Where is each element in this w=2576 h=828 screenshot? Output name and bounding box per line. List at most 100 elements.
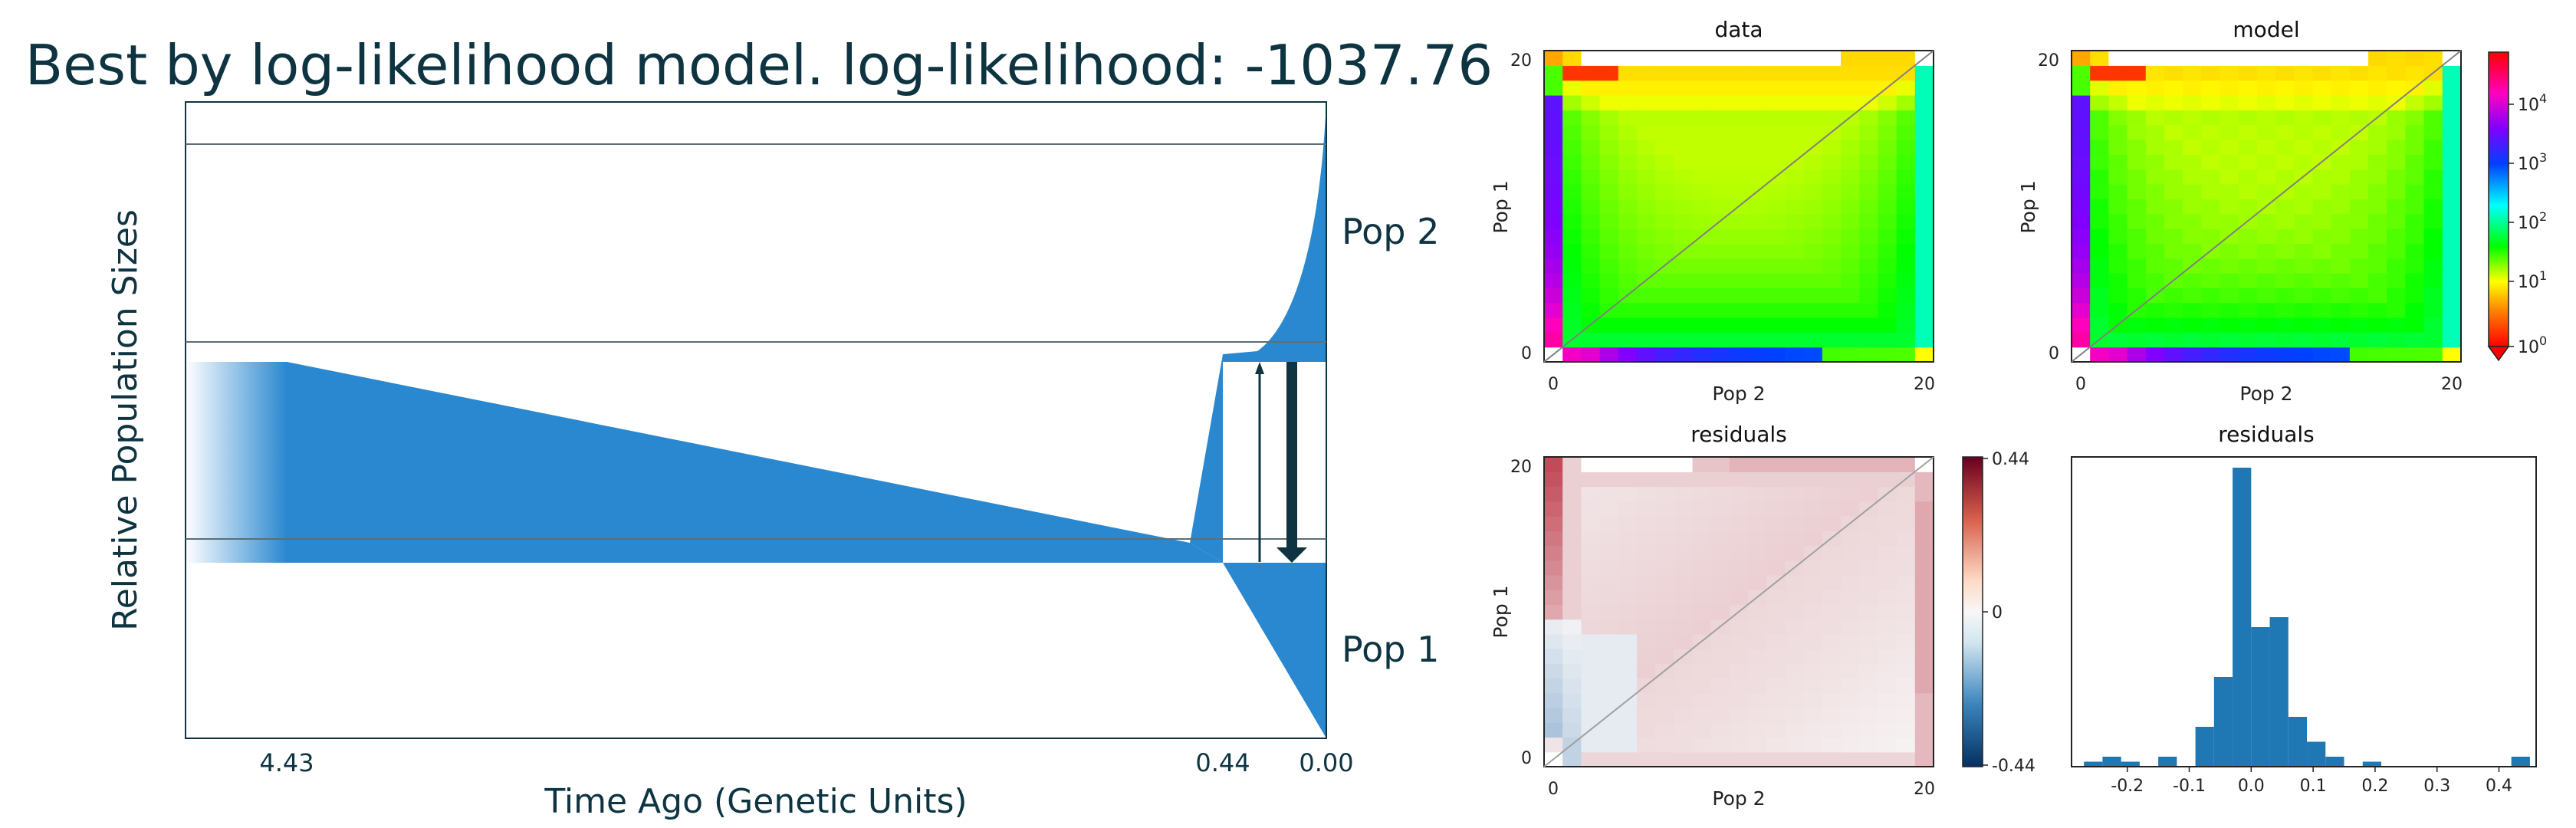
- heatmap-cell: [1785, 708, 1805, 723]
- heatmap-cell: [2275, 228, 2295, 244]
- heatmap-cell: [2312, 51, 2332, 66]
- heatmap-cell: [2275, 317, 2295, 333]
- heatmap-cell: [2090, 317, 2109, 333]
- heatmap-cell: [2183, 140, 2202, 155]
- heatmap-cell: [2387, 169, 2407, 185]
- pop1-label: Pop 1: [1342, 629, 1439, 670]
- heatmap-cell: [1785, 51, 1805, 66]
- heatmap-cell: [2108, 51, 2128, 66]
- heatmap-cell: [1766, 501, 1786, 517]
- heatmap-cell: [2312, 124, 2332, 140]
- heatmap-cell: [1618, 472, 1638, 488]
- data-heatmap-xtick-20: 20: [1914, 375, 1935, 394]
- heatmap-cell: [2423, 332, 2443, 348]
- heatmap-cell: [1748, 288, 1767, 304]
- heatmap-cell: [1748, 124, 1767, 140]
- heatmap-cell: [1822, 140, 1842, 155]
- heatmap-cell: [1544, 545, 1563, 561]
- model-heatmap-frame: [2071, 50, 2462, 363]
- heatmap-cell: [1803, 501, 1823, 517]
- heatmap-cell: [1710, 604, 1730, 620]
- heatmap-cell: [2238, 51, 2258, 66]
- heatmap-cell: [1878, 501, 1898, 517]
- heatmap-cell: [1748, 574, 1767, 590]
- heatmap-cell: [2220, 317, 2239, 333]
- heatmap-cell: [1859, 692, 1879, 708]
- heatmap-cell: [1803, 95, 1823, 110]
- heatmap-cell: [2090, 154, 2109, 170]
- heatmap-cell: [2072, 332, 2091, 348]
- heatmap-cell: [1655, 515, 1674, 531]
- heatmap-cell: [1803, 722, 1823, 738]
- heatmap-cell: [1822, 199, 1842, 215]
- heatmap-cell: [1785, 273, 1805, 288]
- heatmap-cell: [2108, 213, 2128, 229]
- heatmap-cell: [1581, 228, 1601, 244]
- histogram-tick-label: -0.2: [2111, 777, 2144, 796]
- heatmap-cell: [1803, 560, 1823, 576]
- heatmap-cell: [2405, 184, 2425, 199]
- model-heatmap-panel: model 0 20 0 20 Pop 2 Pop 1 104 103 102 …: [2017, 17, 2547, 405]
- heatmap-cell: [2275, 65, 2295, 81]
- heatmap-cell: [2220, 80, 2239, 96]
- heatmap-cell: [1692, 65, 1712, 81]
- heatmap-cell: [1859, 347, 1879, 363]
- heatmap-cell: [1914, 692, 1934, 708]
- heatmap-cell: [1581, 169, 1601, 185]
- heatmap-cell: [1841, 633, 1860, 649]
- heatmap-cell: [1636, 457, 1656, 472]
- heatmap-cell: [1618, 169, 1638, 185]
- heatmap-cell: [2183, 317, 2202, 333]
- heatmap-cell: [1562, 545, 1582, 561]
- heatmap-cell: [2090, 95, 2109, 110]
- heatmap-cell: [1748, 678, 1767, 694]
- heatmap-cell: [1859, 574, 1879, 590]
- heatmap-cell: [2127, 199, 2147, 215]
- heatmap-cell: [1581, 302, 1601, 318]
- heatmap-cell: [2312, 347, 2332, 363]
- heatmap-cell: [1544, 288, 1563, 304]
- heatmap-cell: [1841, 457, 1860, 472]
- heatmap-cell: [1636, 258, 1656, 274]
- heatmap-cell: [1729, 633, 1749, 649]
- heatmap-cell: [1803, 649, 1823, 664]
- heatmap-cell: [1655, 288, 1674, 304]
- heatmap-cell: [1878, 649, 1898, 664]
- heatmap-cell: [1599, 95, 1619, 110]
- heatmap-cell: [2164, 154, 2183, 170]
- heatmap-cell: [2127, 65, 2147, 81]
- heatmap-cell: [1692, 692, 1712, 708]
- heatmap-cell: [1692, 457, 1712, 472]
- heatmap-cell: [1766, 590, 1786, 605]
- heatmap-cell: [1748, 472, 1767, 488]
- heatmap-cell: [1785, 457, 1805, 472]
- heatmap-cell: [1766, 184, 1786, 199]
- heatmap-cell: [1748, 633, 1767, 649]
- heatmap-cell: [1674, 110, 1694, 126]
- heatmap-cell: [1599, 184, 1619, 199]
- heatmap-cell: [1599, 347, 1619, 363]
- heatmap-cell: [2108, 332, 2128, 348]
- histogram-bar: [2233, 468, 2252, 767]
- heatmap-cell: [2072, 258, 2091, 274]
- heatmap-cell: [1841, 590, 1860, 605]
- heatmap-cell: [1896, 154, 1916, 170]
- heatmap-cell: [1618, 708, 1638, 723]
- heatmap-cell: [2423, 80, 2443, 96]
- heatmap-cell: [2349, 228, 2369, 244]
- heatmap-cell: [1822, 737, 1842, 753]
- heatmap-cell: [1655, 302, 1674, 318]
- heatmap-cell: [1562, 184, 1582, 199]
- heatmap-cell: [2220, 110, 2239, 126]
- heatmap-cell: [1618, 501, 1638, 517]
- heatmap-cell: [2275, 347, 2295, 363]
- heatmap-cell: [1896, 708, 1916, 723]
- heatmap-cell: [2405, 199, 2425, 215]
- heatmap-cell: [1803, 531, 1823, 547]
- heatmap-cell: [2349, 169, 2369, 185]
- heatmap-cell: [2275, 154, 2295, 170]
- heatmap-cell: [1803, 169, 1823, 185]
- heatmap-cell: [2220, 65, 2239, 81]
- heatmap-cell: [2238, 169, 2258, 185]
